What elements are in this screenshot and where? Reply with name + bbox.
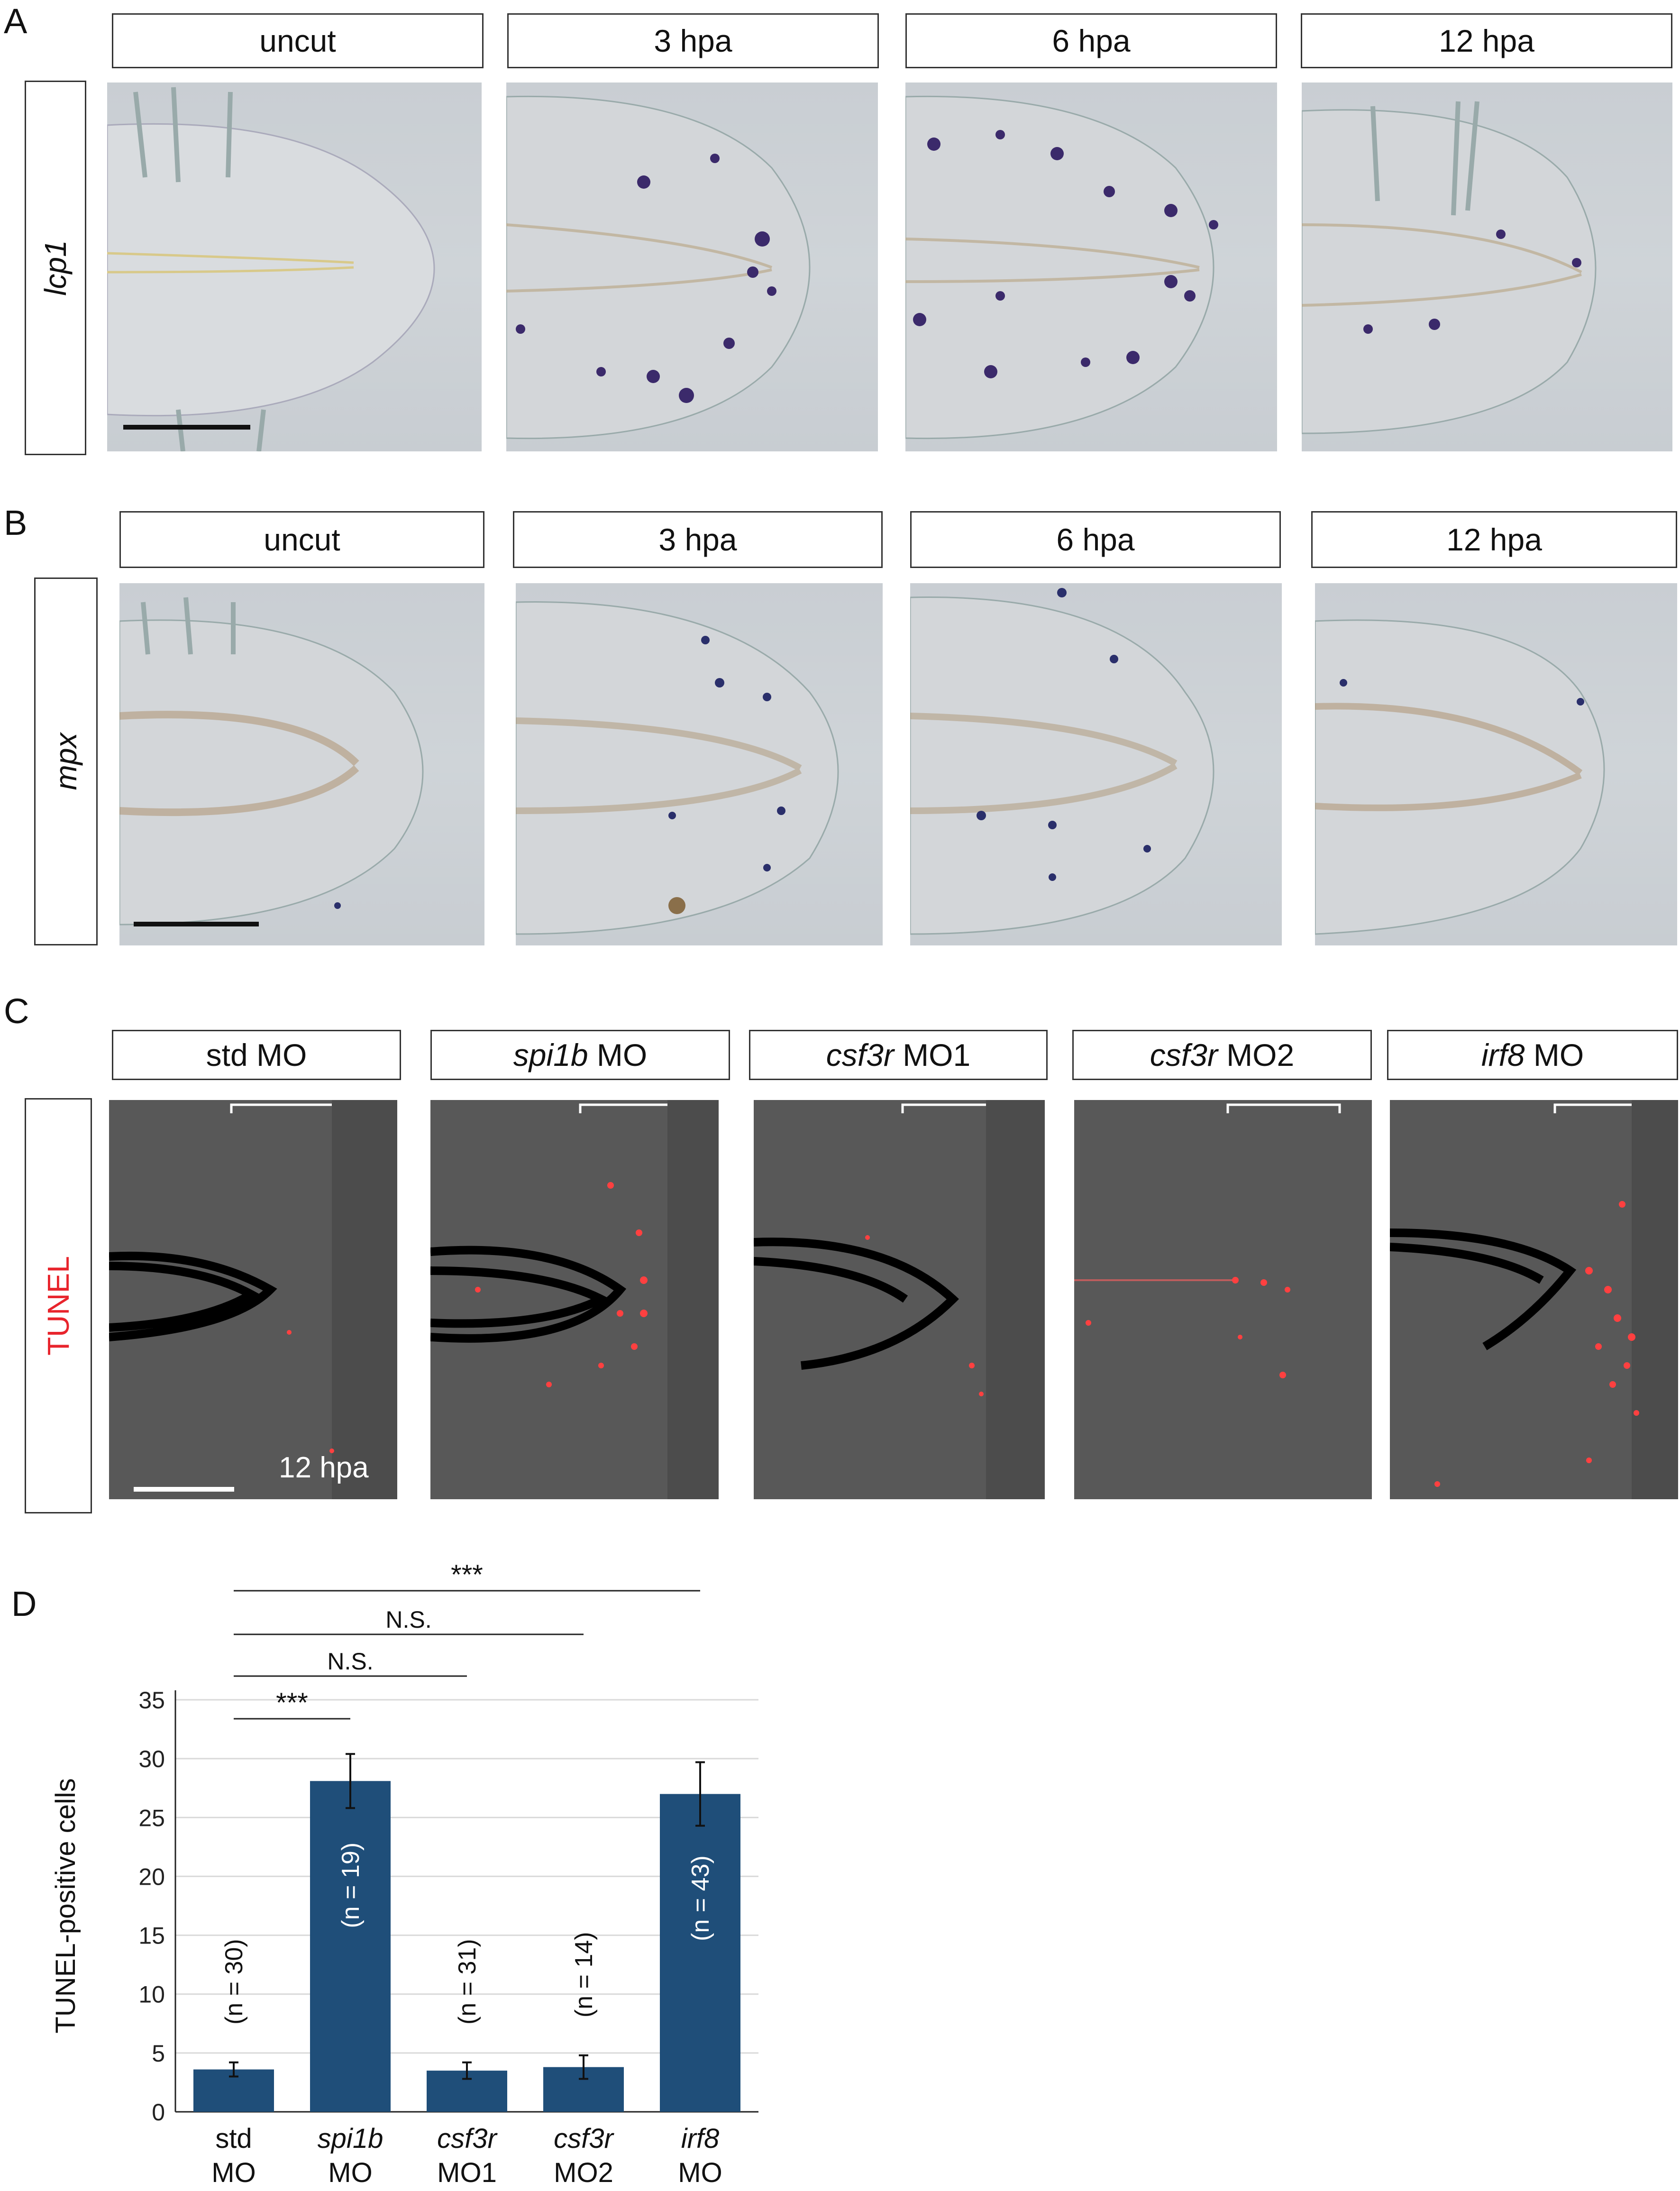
panel-a-image-uncut — [107, 83, 482, 451]
fin-tail-illustration — [1315, 619, 1605, 935]
panel-a-header-12hpa: 12 hpa — [1301, 13, 1672, 68]
y-tick-label: 30 — [138, 1746, 165, 1772]
tunel-fin-illustration — [430, 1100, 719, 1499]
fin-tail-illustration — [1302, 101, 1597, 434]
panel-c-image-csf3r-mo1 — [754, 1100, 1045, 1499]
category-label-line1: csf3r — [437, 2123, 498, 2154]
panel-b-image-3hpa — [516, 583, 883, 945]
category-label-line2: MO — [678, 2157, 722, 2188]
y-tick-label: 10 — [138, 1981, 165, 2008]
fin-tail-illustration — [506, 95, 811, 440]
n-label: (n = 19) — [337, 1843, 365, 1928]
panel-d-letter: D — [11, 1584, 37, 1623]
n-label: (n = 31) — [454, 1939, 481, 2025]
y-tick-label: 0 — [152, 2099, 165, 2126]
chart-svg: 0 5 10 15 20 25 30 35 TUNEL-positive cells (n = 3… — [50, 1559, 758, 2188]
significance-label: N.S. — [385, 1606, 431, 1633]
fin-tail-illustration — [910, 588, 1214, 935]
n-label: (n = 14) — [570, 1932, 598, 2017]
panel-a-image-6hpa — [905, 83, 1277, 451]
panel-b-image-6hpa — [910, 583, 1282, 945]
n-label: (n = 30) — [220, 1939, 248, 2025]
panel-c-image-std-mo: 12 hpa — [109, 1100, 397, 1499]
panel-c-header-irf8-mo: irf8 MO — [1387, 1030, 1678, 1080]
panel-c-header-csf3r-mo2: csf3r MO2 — [1072, 1030, 1372, 1080]
y-tick-label: 20 — [138, 1863, 165, 1890]
category-label-line1: irf8 — [681, 2123, 720, 2154]
category-label-line1: std — [215, 2123, 252, 2154]
bar — [660, 1794, 740, 2112]
bar — [310, 1781, 391, 2112]
panel-a-scale-bar — [123, 425, 250, 430]
category-label-line2: MO2 — [554, 2157, 613, 2188]
panel-c-header-spi1b-mo: spi1b MO — [430, 1030, 730, 1080]
y-axis-label: TUNEL-positive cells — [50, 1778, 81, 2033]
panel-b-scale-bar — [134, 922, 259, 926]
panel-c-header-std-mo: std MO — [112, 1030, 401, 1080]
n-label: (n = 43) — [687, 1855, 714, 1941]
category-label-line1: spi1b — [318, 2123, 383, 2154]
tunel-bar-chart: 0 5 10 15 20 25 30 35 TUNEL-positive cells (n = 3… — [0, 1546, 806, 2189]
fin-tail-illustration — [516, 601, 839, 935]
panel-c-image-csf3r-mo2 — [1074, 1100, 1372, 1499]
panel-b-letter: B — [4, 503, 27, 542]
tunel-fin-illustration — [109, 1100, 397, 1499]
fin-tail-illustration — [107, 87, 435, 451]
y-tick-label: 5 — [152, 2040, 165, 2067]
panel-b-row-label: mpx — [34, 578, 98, 945]
fin-tail-illustration — [119, 597, 424, 926]
category-label-line1: csf3r — [554, 2123, 614, 2154]
panel-b-header-6hpa: 6 hpa — [910, 511, 1281, 568]
panel-c-scale-bar — [134, 1487, 234, 1492]
panel-b-image-uncut — [119, 583, 484, 945]
y-tick-label: 15 — [138, 1923, 165, 1949]
tunel-fin-illustration — [754, 1100, 1045, 1499]
panel-a-letter: A — [4, 1, 27, 41]
category-label-line2: MO — [328, 2157, 372, 2188]
significance-label: *** — [276, 1687, 308, 1718]
fin-tail-illustration — [905, 95, 1218, 440]
panel-a-row-label: lcp1 — [25, 81, 86, 455]
tunel-fin-illustration — [1074, 1103, 1341, 1378]
significance-label: *** — [451, 1559, 483, 1590]
panel-c-image-irf8-mo — [1390, 1100, 1678, 1499]
panel-b-header-12hpa: 12 hpa — [1311, 511, 1677, 568]
y-tick-label: 25 — [138, 1805, 165, 1831]
panel-c-header-csf3r-mo1: csf3r MO1 — [749, 1030, 1048, 1080]
panel-c-image-spi1b-mo — [430, 1100, 719, 1499]
panel-b-image-12hpa — [1315, 583, 1677, 945]
panel-a-header-uncut: uncut — [112, 13, 484, 68]
category-label-line2: MO — [211, 2157, 256, 2188]
panel-a-image-3hpa — [506, 83, 878, 451]
significance-label: N.S. — [327, 1648, 373, 1675]
category-label-line2: MO1 — [437, 2157, 497, 2188]
panel-a-image-12hpa — [1302, 83, 1672, 451]
panel-b-header-uncut: uncut — [119, 511, 484, 568]
panel-b-header-3hpa: 3 hpa — [513, 511, 883, 568]
tunel-fin-illustration — [1390, 1100, 1678, 1499]
panel-c-time-label: 12 hpa — [279, 1451, 369, 1484]
panel-a-header-6hpa: 6 hpa — [905, 13, 1277, 68]
panel-c-letter: C — [4, 991, 29, 1031]
panel-c-row-label: TUNEL — [25, 1098, 92, 1513]
panel-a-header-3hpa: 3 hpa — [507, 13, 879, 68]
y-tick-label: 35 — [138, 1687, 165, 1714]
